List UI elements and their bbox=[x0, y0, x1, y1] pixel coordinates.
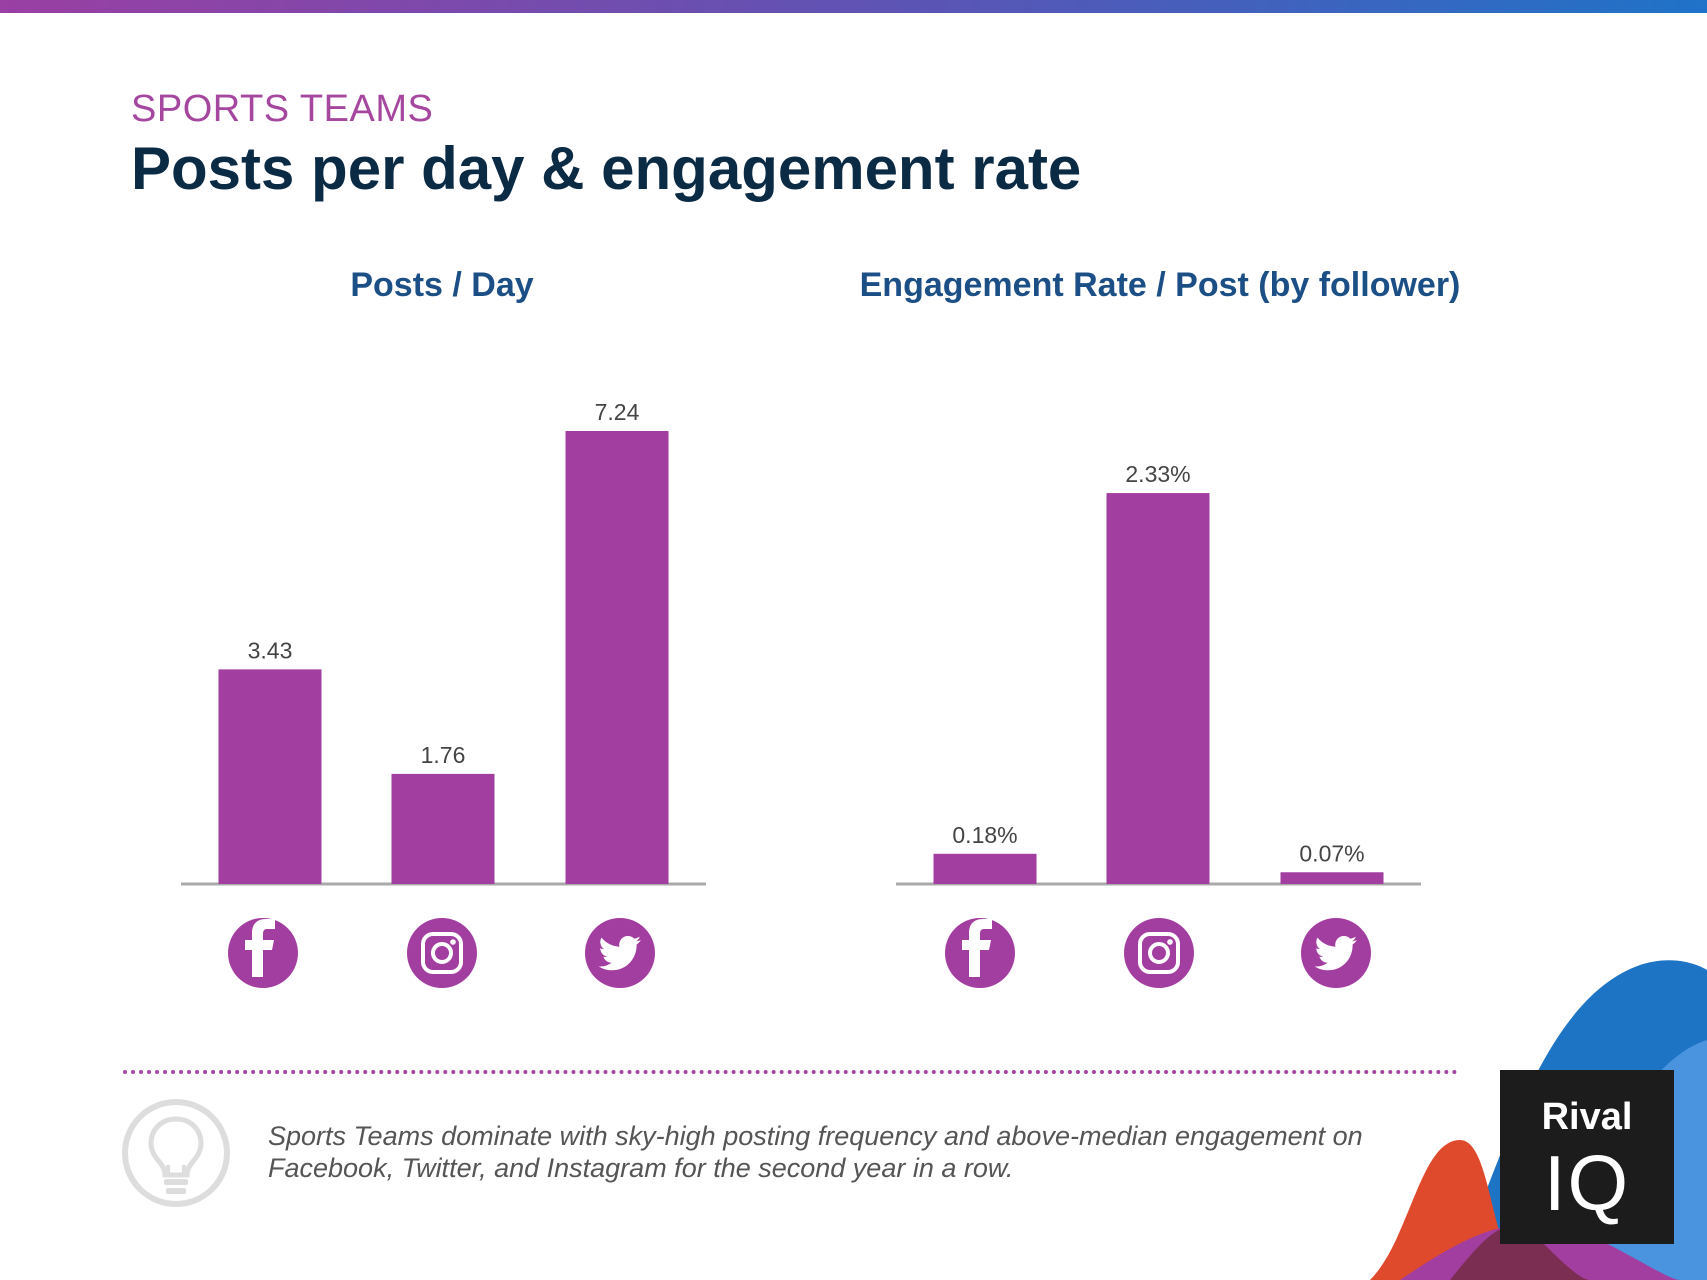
lightbulb-icon bbox=[122, 1099, 230, 1207]
logo-text-iq: IQ bbox=[1543, 1139, 1631, 1227]
instagram-icon bbox=[1124, 918, 1194, 988]
engagement-value-label-instagram: 2.33% bbox=[1125, 461, 1190, 487]
instagram-icon bbox=[407, 918, 477, 988]
posts-bar-twitter bbox=[565, 431, 669, 884]
page-title: Posts per day & engagement rate bbox=[131, 135, 1082, 202]
twitter-icon bbox=[585, 918, 655, 988]
top-gradient-bar bbox=[0, 0, 1707, 13]
posts-bar-instagram bbox=[391, 773, 495, 884]
insight-note: Sports Teams dominate with sky-high post… bbox=[268, 1120, 1368, 1184]
chart-title-posts-per-day: Posts / Day bbox=[350, 266, 534, 304]
section-eyebrow: SPORTS TEAMS bbox=[131, 88, 434, 130]
posts-value-label-instagram: 1.76 bbox=[421, 742, 466, 768]
twitter-icon bbox=[1301, 918, 1371, 988]
bar-charts: 3.43 1.76 7.24 0.18% 2.33% 0.07% bbox=[181, 399, 1421, 988]
posts-value-label-twitter: 7.24 bbox=[595, 399, 640, 425]
engagement-value-label-facebook: 0.18% bbox=[952, 822, 1017, 848]
facebook-icon bbox=[228, 918, 298, 988]
posts-value-label-facebook: 3.43 bbox=[248, 637, 293, 663]
engagement-value-label-twitter: 0.07% bbox=[1299, 840, 1364, 866]
posts-bar-facebook bbox=[218, 669, 322, 884]
facebook-icon bbox=[945, 918, 1015, 988]
insight-note-line-2: Facebook, Twitter, and Instagram for the… bbox=[268, 1153, 1014, 1183]
engagement-bar-twitter bbox=[1280, 872, 1384, 884]
engagement-bar-instagram bbox=[1106, 493, 1210, 884]
engagement-bar-facebook bbox=[933, 853, 1037, 884]
insight-note-line-1: Sports Teams dominate with sky-high post… bbox=[268, 1121, 1363, 1151]
logo-text-rival: Rival bbox=[1541, 1096, 1633, 1138]
rival-iq-logo: Rival IQ bbox=[1500, 1070, 1674, 1244]
chart-title-engagement-rate: Engagement Rate / Post (by follower) bbox=[859, 266, 1461, 304]
dotted-divider bbox=[123, 1070, 1458, 1074]
